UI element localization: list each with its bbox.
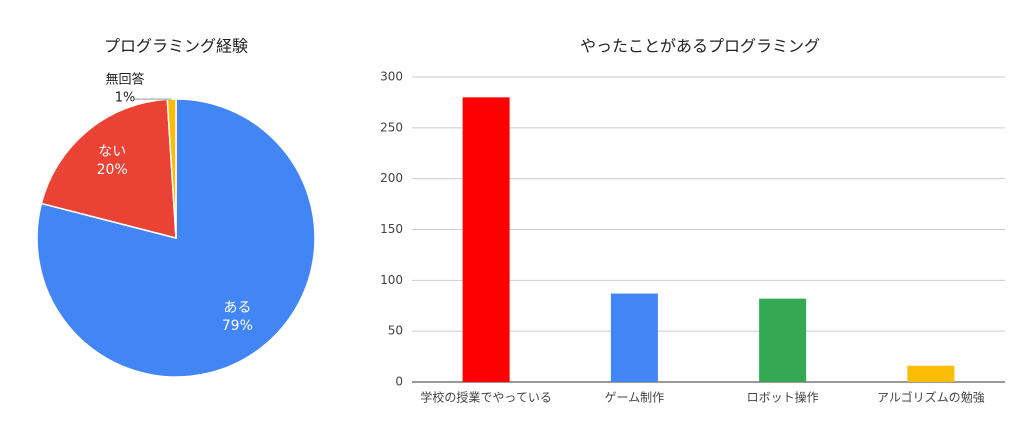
slice-value: 1% bbox=[115, 91, 136, 106]
x-tick-label: ゲーム制作 bbox=[605, 391, 665, 405]
bar bbox=[462, 97, 510, 382]
bar bbox=[759, 298, 807, 382]
bar-title: やったことがあるプログラミング bbox=[580, 37, 820, 56]
y-tick-label: 50 bbox=[388, 324, 403, 338]
slice-value: 79% bbox=[222, 318, 253, 334]
y-tick-label: 150 bbox=[380, 222, 403, 236]
y-tick-label: 100 bbox=[380, 273, 403, 287]
bar bbox=[907, 365, 955, 382]
y-tick-label: 300 bbox=[380, 70, 403, 84]
pie-title: プログラミング経験 bbox=[104, 37, 248, 56]
pie-slice bbox=[40, 98, 177, 239]
slice-label: ある bbox=[223, 300, 251, 316]
slice-label: 無回答 bbox=[105, 72, 144, 88]
x-tick-label: 学校の授業でやっている bbox=[420, 390, 551, 405]
slice-label: ない bbox=[98, 144, 126, 160]
y-tick-label: 200 bbox=[380, 171, 403, 185]
bar bbox=[610, 293, 658, 382]
x-tick-label: ロボット操作 bbox=[747, 390, 819, 405]
x-tick-label: アルゴリズムの勉強 bbox=[877, 390, 985, 405]
slice-value: 20% bbox=[97, 162, 128, 178]
y-tick-label: 250 bbox=[380, 120, 403, 134]
y-tick-label: 0 bbox=[395, 375, 403, 389]
